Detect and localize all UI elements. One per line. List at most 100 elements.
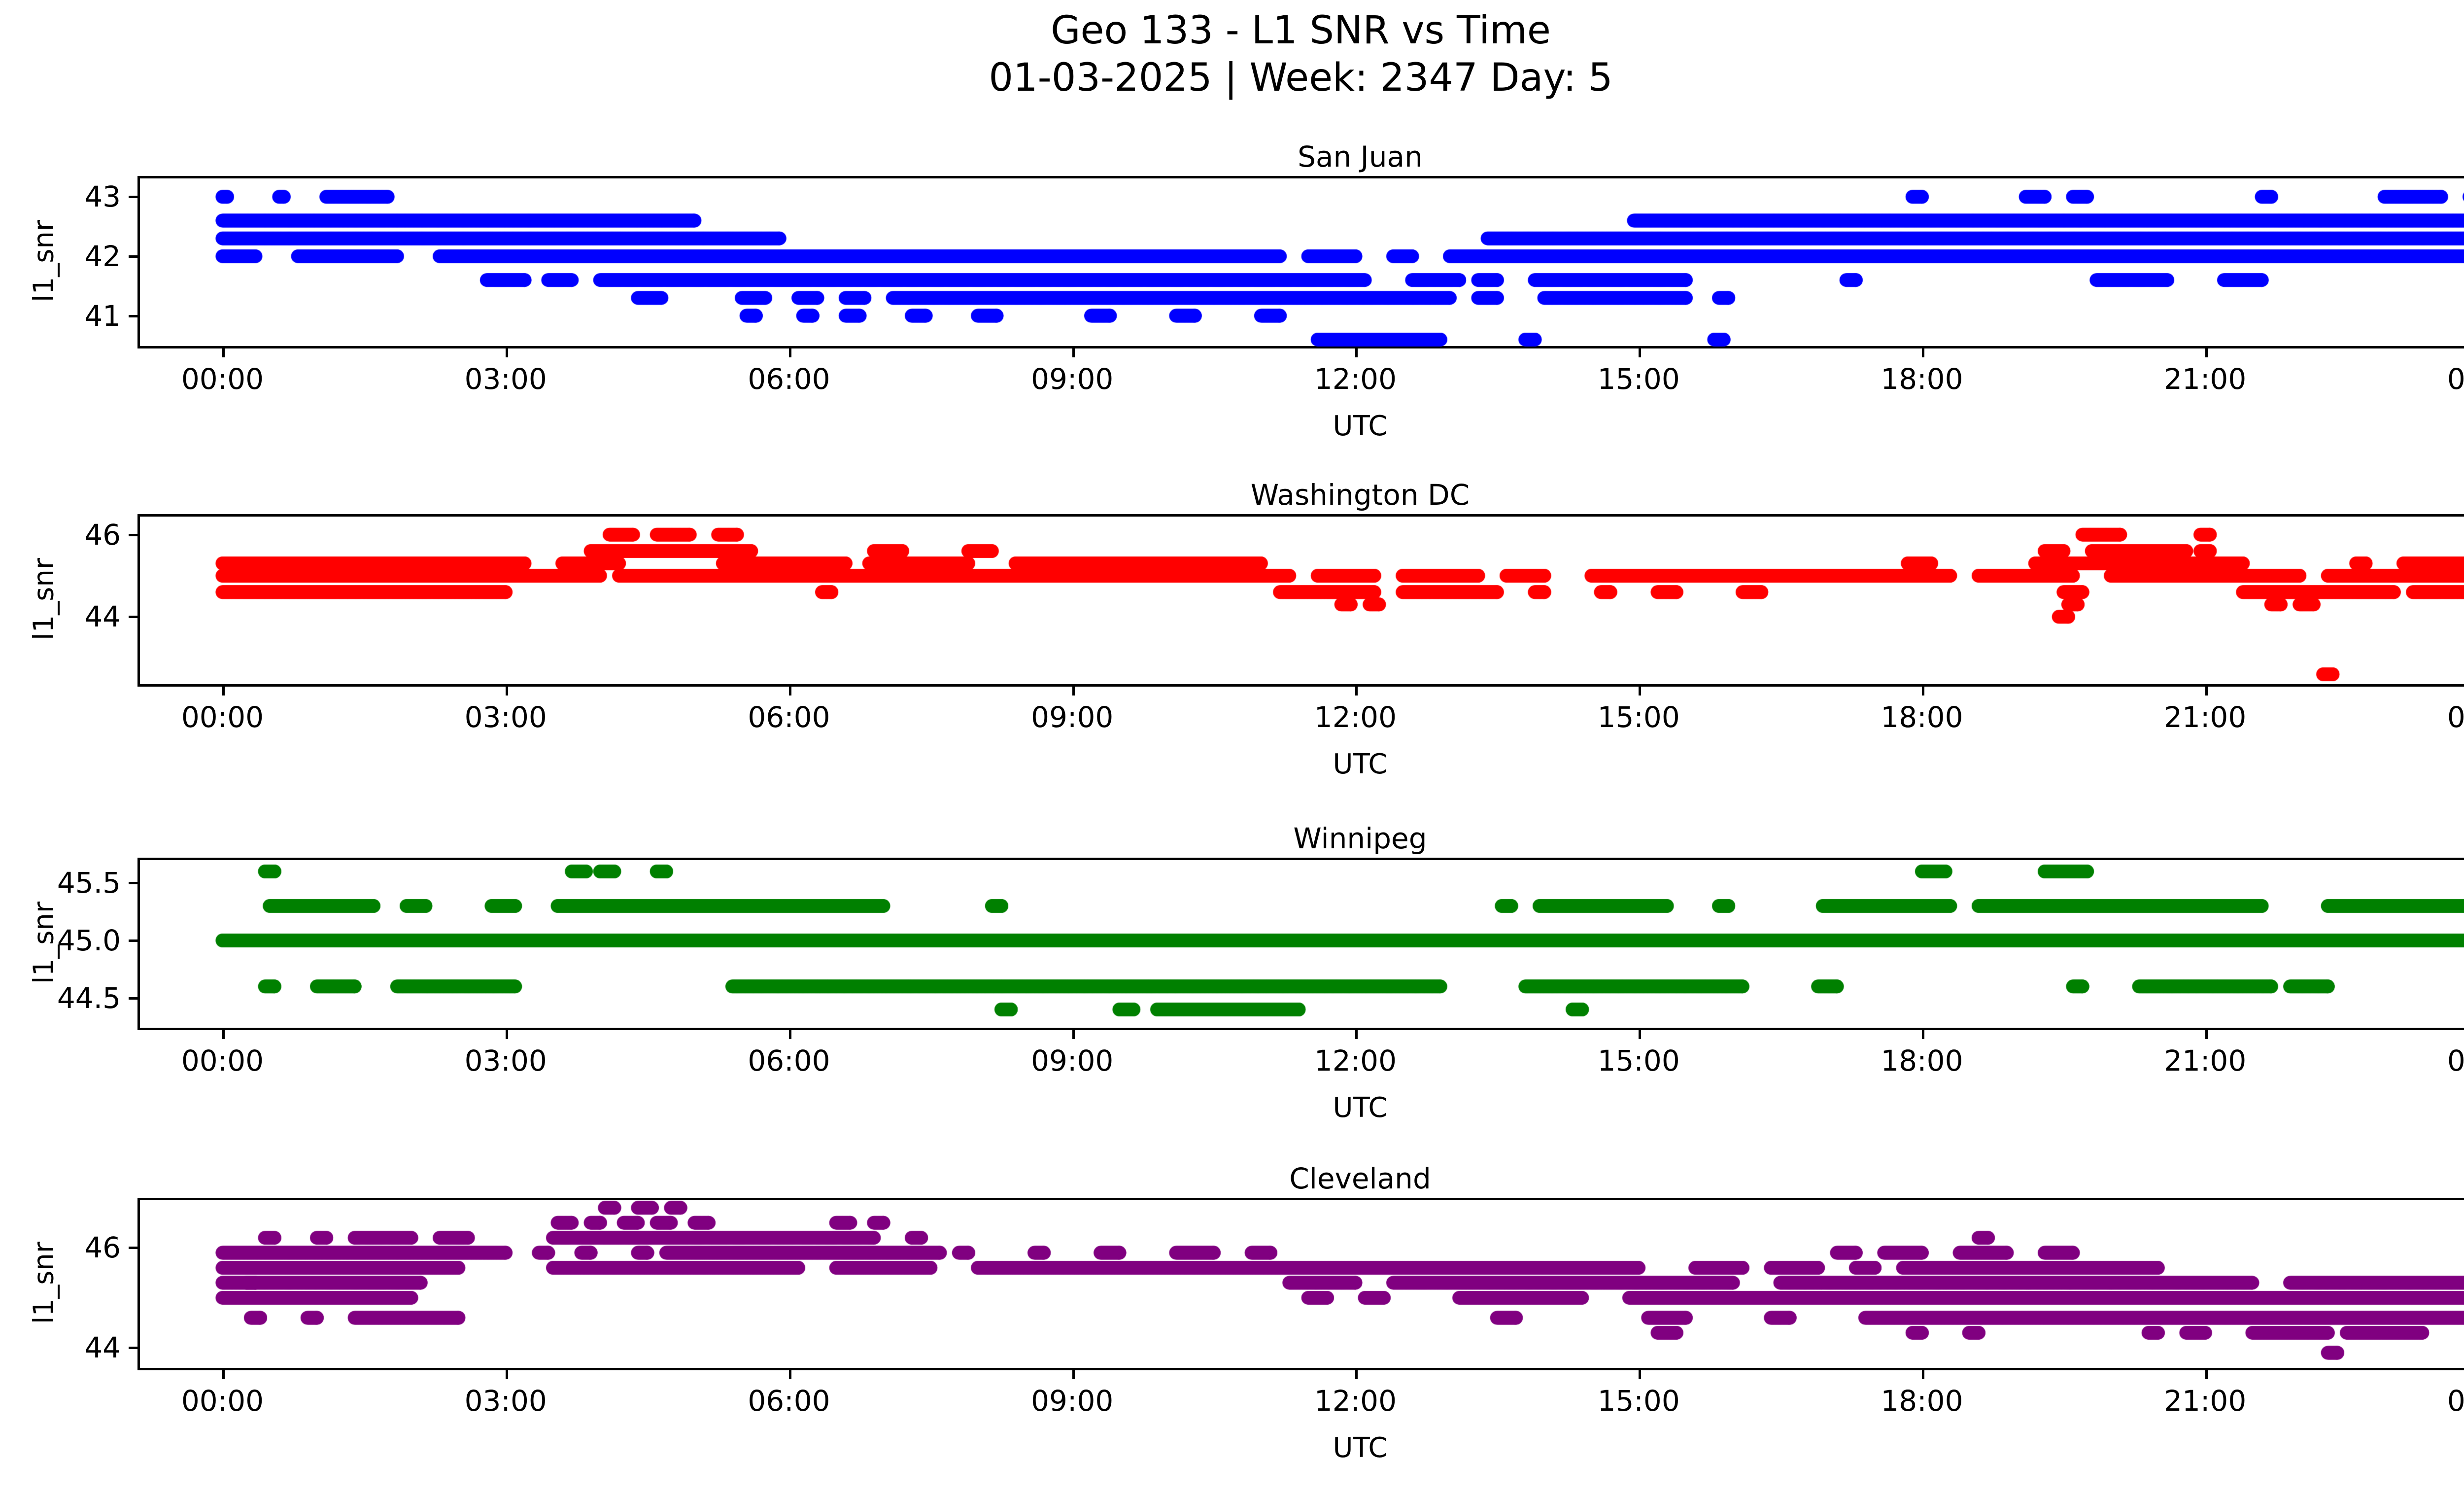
x-tick-label: 09:00 (1031, 1044, 1114, 1078)
x-tick-mark (1072, 348, 1075, 357)
x-tick-label: 06:00 (748, 1044, 830, 1078)
x-tick-mark (222, 687, 225, 695)
y-tick-mark (129, 882, 137, 885)
y-tick-mark (129, 255, 137, 258)
scatter-plot-area (137, 176, 2464, 348)
x-tick-mark (1639, 1370, 1642, 1379)
scatter-plot-area (137, 858, 2464, 1030)
subplot-3: Winnipeg UTC l1_snr 44.5 45.0 45.5 00:00 03:00 0… (28, 823, 2464, 1124)
x-tick-mark (222, 1030, 225, 1039)
subplot-title: San Juan (1298, 140, 1423, 174)
y-tick-label: 44 (84, 600, 121, 634)
x-tick-label: 00:00 (2447, 1044, 2464, 1078)
x-tick-mark (1921, 687, 1924, 695)
y-tick-mark (129, 1247, 137, 1250)
x-tick-label: 06:00 (748, 700, 830, 734)
x-tick-label: 09:00 (1031, 362, 1114, 396)
x-tick-label: 18:00 (1881, 1044, 1963, 1078)
y-tick-label: 46 (84, 518, 121, 552)
x-tick-mark (1072, 1370, 1075, 1379)
x-tick-mark (506, 1370, 509, 1379)
x-tick-label: 18:00 (1881, 362, 1963, 396)
x-tick-mark (1639, 1030, 1642, 1039)
y-tick-label: 46 (84, 1231, 121, 1265)
x-tick-label: 00:00 (2447, 1384, 2464, 1418)
x-tick-mark (2205, 1030, 2208, 1039)
x-tick-mark (222, 348, 225, 357)
x-tick-mark (506, 687, 509, 695)
y-tick-mark (129, 1347, 137, 1350)
x-tick-label: 03:00 (464, 362, 547, 396)
y-tick-label: 41 (84, 299, 121, 333)
x-tick-label: 15:00 (1597, 1384, 1680, 1418)
x-tick-label: 15:00 (1597, 700, 1680, 734)
x-tick-label: 12:00 (1314, 700, 1397, 734)
x-tick-mark (1921, 1370, 1924, 1379)
scatter-plot-area (137, 514, 2464, 687)
x-tick-mark (1639, 348, 1642, 357)
x-tick-label: 00:00 (181, 1384, 264, 1418)
y-tick-mark (129, 939, 137, 942)
x-tick-mark (1639, 687, 1642, 695)
subplot-1: San Juan UTC l1_snr 41 42 43 00:00 03:00 06:00 09… (28, 141, 2464, 442)
x-tick-mark (1921, 348, 1924, 357)
x-tick-label: 00:00 (181, 1044, 264, 1078)
y-tick-mark (129, 533, 137, 536)
x-tick-label: 03:00 (464, 1044, 547, 1078)
x-tick-label: 18:00 (1881, 1384, 1963, 1418)
subplot-title: Cleveland (1289, 1162, 1431, 1195)
y-tick-mark (129, 314, 137, 317)
x-tick-label: 03:00 (464, 1384, 547, 1418)
x-tick-mark (2205, 348, 2208, 357)
y-tick-label: 42 (84, 239, 121, 273)
x-tick-mark (1355, 687, 1358, 695)
x-axis-label: UTC (1333, 410, 1388, 442)
scatter-plot-area (137, 1198, 2464, 1370)
y-tick-mark (129, 616, 137, 619)
x-tick-mark (506, 1030, 509, 1039)
x-tick-mark (1921, 1030, 1924, 1039)
x-tick-mark (788, 1370, 791, 1379)
figure-suptitle-line2: 01-03-2025 | Week: 2347 Day: 5 (989, 56, 1613, 100)
x-tick-label: 00:00 (181, 700, 264, 734)
x-tick-label: 21:00 (2164, 1044, 2247, 1078)
x-axis-label: UTC (1333, 1432, 1388, 1464)
x-tick-mark (788, 348, 791, 357)
x-tick-mark (788, 687, 791, 695)
x-tick-label: 00:00 (181, 362, 264, 396)
x-tick-mark (222, 1370, 225, 1379)
x-tick-label: 00:00 (2447, 700, 2464, 734)
x-tick-mark (1072, 687, 1075, 695)
x-tick-mark (506, 348, 509, 357)
x-tick-mark (1355, 348, 1358, 357)
subplot-title: Winnipeg (1293, 822, 1427, 855)
x-tick-mark (2205, 1370, 2208, 1379)
x-tick-label: 18:00 (1881, 700, 1963, 734)
x-tick-label: 12:00 (1314, 1384, 1397, 1418)
y-tick-label: 44.5 (57, 981, 121, 1015)
y-tick-mark (129, 997, 137, 1000)
x-tick-label: 03:00 (464, 700, 547, 734)
x-tick-mark (788, 1030, 791, 1039)
x-axis-label: UTC (1333, 748, 1388, 780)
x-tick-label: 12:00 (1314, 1044, 1397, 1078)
x-tick-label: 06:00 (748, 1384, 830, 1418)
subplot-4: Cleveland UTC l1_snr 44 46 00:00 03:00 06:00 09:… (28, 1163, 2464, 1464)
x-tick-label: 21:00 (2164, 1384, 2247, 1418)
subplot-2: Washington DC UTC l1_snr 44 46 00:00 03:00 06:0… (28, 480, 2464, 780)
y-tick-label: 43 (84, 180, 121, 214)
y-tick-label: 44 (84, 1331, 121, 1365)
y-tick-label: 45.0 (57, 924, 121, 957)
x-tick-label: 12:00 (1314, 362, 1397, 396)
x-tick-mark (1355, 1370, 1358, 1379)
figure-suptitle-line1: Geo 133 - L1 SNR vs Time (1051, 8, 1551, 53)
x-tick-mark (1072, 1030, 1075, 1039)
x-tick-label: 09:00 (1031, 700, 1114, 734)
subplot-title: Washington DC (1250, 478, 1470, 512)
x-tick-label: 15:00 (1597, 362, 1680, 396)
y-tick-mark (129, 196, 137, 199)
y-tick-label: 45.5 (57, 866, 121, 900)
x-tick-mark (2205, 687, 2208, 695)
x-tick-label: 21:00 (2164, 700, 2247, 734)
x-tick-mark (1355, 1030, 1358, 1039)
